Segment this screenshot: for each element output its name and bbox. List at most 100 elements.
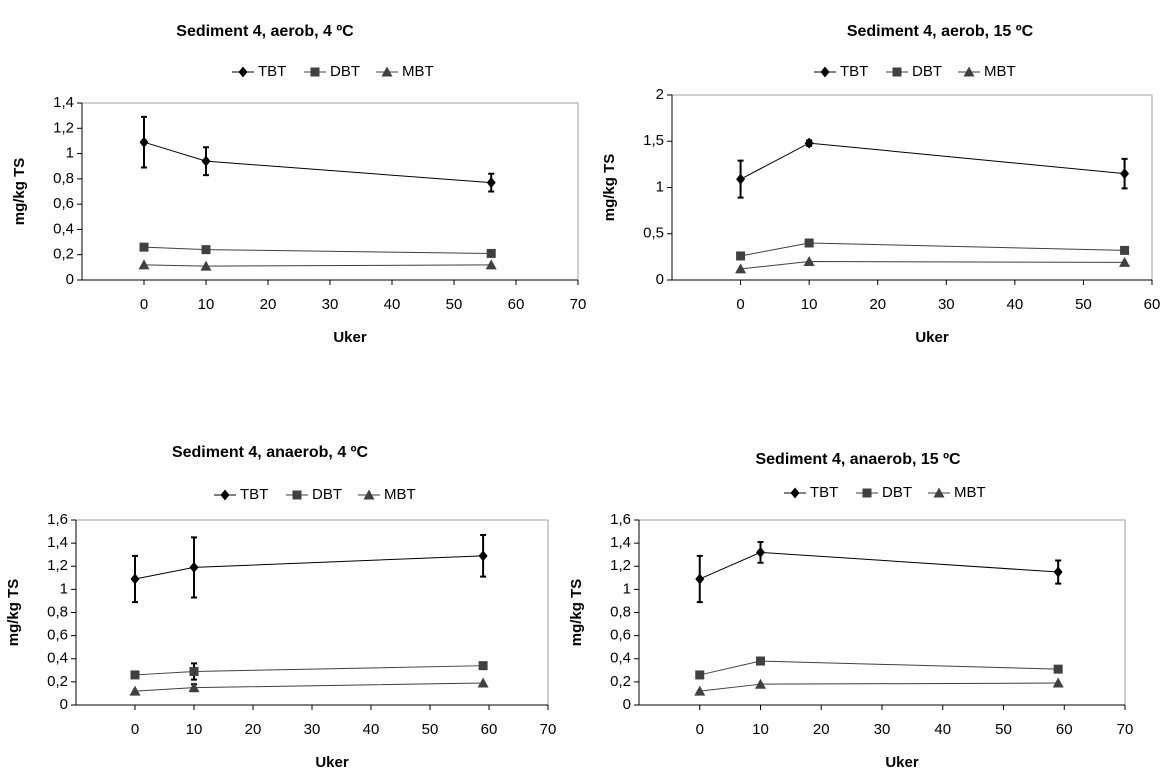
y-tick-label: 0,2 xyxy=(53,246,74,263)
x-tick-label: 20 xyxy=(260,296,277,313)
x-tick-label: 20 xyxy=(813,721,830,738)
x-tick-label: 60 xyxy=(1056,721,1073,738)
legend-marker xyxy=(933,487,945,498)
x-tick-label: 50 xyxy=(1075,296,1092,313)
data-point xyxy=(695,670,705,680)
data-point xyxy=(201,155,211,167)
legend-marker xyxy=(862,488,872,498)
x-tick-label: 70 xyxy=(1117,721,1134,738)
x-tick-label: 40 xyxy=(384,296,401,313)
series-line xyxy=(740,142,1125,180)
data-point xyxy=(130,573,140,585)
data-point xyxy=(139,136,149,148)
x-tick-label: 0 xyxy=(131,721,139,738)
x-tick-label: 30 xyxy=(938,296,955,313)
x-tick-label: 60 xyxy=(508,296,525,313)
y-tick-label: 0,4 xyxy=(47,650,68,667)
x-tick-label: 50 xyxy=(995,721,1012,738)
y-tick-label: 0,2 xyxy=(47,673,68,690)
y-axis-label: mg/kg TS xyxy=(568,579,585,647)
legend-marker xyxy=(892,67,902,77)
data-point xyxy=(138,259,150,270)
legend-label: MBT xyxy=(954,484,986,501)
legend-marker xyxy=(220,489,230,501)
plot-area xyxy=(638,519,1126,706)
y-tick-label: 0 xyxy=(656,271,664,288)
x-tick-label: 10 xyxy=(801,296,818,313)
x-axis-label: Uker xyxy=(333,329,367,346)
data-point xyxy=(1120,245,1130,255)
x-tick-label: 20 xyxy=(869,296,886,313)
y-tick-label: 1,5 xyxy=(643,132,664,149)
chart-title: Sediment 4, anaerob, 4 ºC xyxy=(172,444,369,461)
y-tick-label: 1 xyxy=(656,178,664,195)
data-point xyxy=(803,256,815,266)
x-tick-label: 40 xyxy=(363,721,380,738)
data-point xyxy=(1052,677,1064,688)
legend-label: MBT xyxy=(402,63,434,80)
data-point xyxy=(735,263,747,274)
x-tick-label: 30 xyxy=(322,296,339,313)
data-point xyxy=(139,242,149,252)
data-point xyxy=(1053,664,1063,674)
data-point xyxy=(756,656,765,666)
legend-marker xyxy=(381,66,393,77)
data-point xyxy=(694,685,706,696)
data-point xyxy=(755,678,766,689)
data-point xyxy=(736,173,746,185)
data-point xyxy=(486,248,496,258)
data-point xyxy=(129,685,141,696)
y-tick-label: 0,2 xyxy=(610,673,631,690)
x-tick-label: 60 xyxy=(481,721,498,738)
x-tick-label: 30 xyxy=(304,721,321,738)
data-point xyxy=(201,245,211,255)
x-tick-label: 10 xyxy=(186,721,203,738)
x-tick-label: 30 xyxy=(874,721,891,738)
data-point xyxy=(804,238,814,248)
series-line xyxy=(699,551,1059,580)
series-line xyxy=(143,141,492,184)
data-point xyxy=(477,677,489,688)
x-tick-label: 10 xyxy=(752,721,769,738)
x-axis-label: Uker xyxy=(885,754,919,771)
series-line xyxy=(134,682,484,692)
series-line xyxy=(143,246,492,254)
legend-marker xyxy=(363,489,375,500)
y-tick-label: 1 xyxy=(623,580,631,597)
data-point xyxy=(478,661,488,671)
y-tick-label: 1 xyxy=(66,145,74,162)
data-point xyxy=(756,546,765,558)
series-line xyxy=(134,665,484,676)
legend-marker xyxy=(820,66,830,78)
y-tick-label: 0,6 xyxy=(53,195,74,212)
legend-label: TBT xyxy=(240,486,268,503)
legend-label: MBT xyxy=(984,63,1016,80)
data-point xyxy=(1119,256,1131,267)
legend-marker xyxy=(310,67,320,77)
y-tick-label: 0,6 xyxy=(610,627,631,644)
series-line xyxy=(740,260,1125,270)
data-point xyxy=(478,550,488,562)
x-tick-label: 50 xyxy=(422,721,439,738)
series-line xyxy=(699,682,1059,692)
x-tick-label: 60 xyxy=(1144,296,1161,313)
data-point xyxy=(188,682,200,693)
data-point xyxy=(1053,566,1063,578)
data-point xyxy=(189,666,199,676)
legend-label: TBT xyxy=(840,63,868,80)
y-tick-label: 1,2 xyxy=(53,119,74,136)
x-axis-label: Uker xyxy=(915,329,949,346)
y-tick-label: 0 xyxy=(66,271,74,288)
chart-title: Sediment 4, aerob, 15 ºC xyxy=(847,23,1034,40)
y-tick-label: 1,2 xyxy=(610,557,631,574)
y-tick-label: 2 xyxy=(656,86,664,103)
x-tick-label: 70 xyxy=(540,721,557,738)
legend-marker xyxy=(238,66,248,78)
series-line xyxy=(134,555,484,580)
y-tick-label: 0 xyxy=(60,696,68,713)
data-point xyxy=(200,260,212,271)
x-tick-label: 70 xyxy=(570,296,587,313)
x-axis-label: Uker xyxy=(315,754,349,771)
x-tick-label: 0 xyxy=(696,721,704,738)
legend-marker xyxy=(963,66,975,77)
